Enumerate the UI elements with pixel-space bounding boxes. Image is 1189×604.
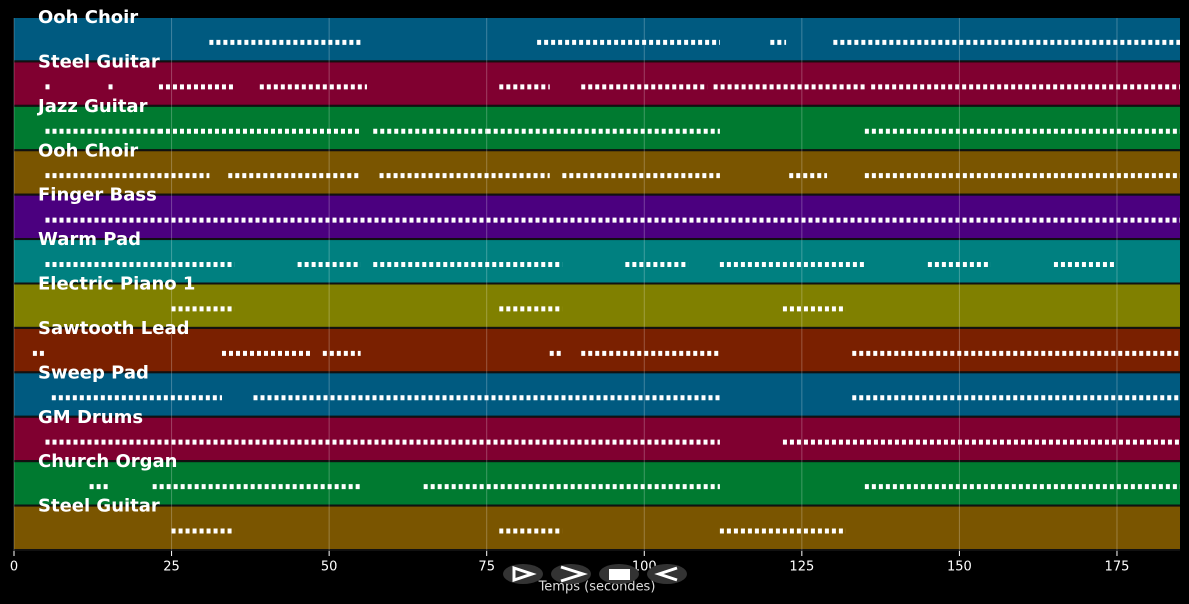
- x-axis-label: Temps (secondes): [538, 580, 656, 595]
- track-label: Steel Guitar: [38, 51, 160, 72]
- track-row: [14, 328, 1180, 372]
- track-row: [14, 462, 1180, 505]
- track-row: [14, 106, 1180, 150]
- track-label: Ooh Choir: [38, 140, 138, 161]
- track-row: [14, 151, 1180, 194]
- playback-controls: [503, 564, 687, 584]
- track-label: Sweep Pad: [38, 362, 149, 383]
- track-row: [14, 373, 1180, 416]
- x-tick-label: 25: [163, 560, 180, 575]
- track-row: [14, 195, 1180, 239]
- forward-button[interactable]: [551, 564, 591, 584]
- track-row: [14, 62, 1180, 105]
- track-label: GM Drums: [38, 407, 143, 428]
- x-tick-label: 75: [478, 560, 495, 575]
- x-tick-label: 50: [321, 560, 338, 575]
- track-label: Electric Piano 1: [38, 274, 195, 295]
- track-label: Ooh Choir: [38, 7, 138, 28]
- x-tick-label: 0: [10, 560, 18, 575]
- play-button[interactable]: [503, 564, 543, 584]
- stop-button[interactable]: [599, 564, 639, 584]
- track-label: Finger Bass: [38, 185, 157, 206]
- track-row: [14, 506, 1180, 549]
- track-row: [14, 417, 1180, 461]
- x-tick-label: 150: [947, 560, 972, 575]
- plot-area: Ooh Choir Steel Guitar Jazz Guitar Ooh Choi…: [10, 7, 1180, 575]
- x-tick-label: 125: [789, 560, 814, 575]
- x-tick-label: 175: [1105, 560, 1130, 575]
- track-label: Warm Pad: [38, 229, 141, 250]
- track-label: Church Organ: [38, 451, 178, 472]
- track-label: Jazz Guitar: [36, 96, 148, 117]
- track-row: [14, 18, 1180, 61]
- track-row: [14, 284, 1180, 327]
- track-label: Sawtooth Lead: [38, 318, 189, 339]
- rewind-button[interactable]: [647, 564, 687, 584]
- track-label: Steel Guitar: [38, 496, 160, 517]
- track-row: [14, 240, 1180, 283]
